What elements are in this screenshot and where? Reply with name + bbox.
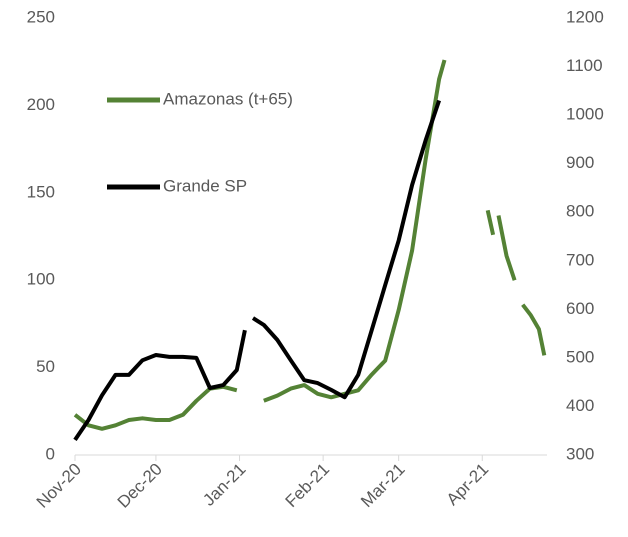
y2-tick-label: 800 (566, 202, 594, 221)
x-tick-label: Mar-21 (357, 460, 409, 512)
y-tick-label: 250 (27, 7, 55, 26)
y2-tick-label: 400 (566, 396, 594, 415)
y2-tick-label: 500 (566, 347, 594, 366)
series-line (73, 59, 547, 431)
y2-tick-label: 1200 (566, 7, 604, 26)
y2-tick-label: 700 (566, 250, 594, 269)
x-tick-label: Feb-21 (282, 460, 334, 512)
y-tick-label: 150 (27, 182, 55, 201)
x-tick-label: Apr-21 (443, 460, 493, 510)
legend-label: Amazonas (t+65) (163, 89, 293, 108)
y-tick-label: 0 (46, 444, 55, 463)
y2-tick-label: 1000 (566, 105, 604, 124)
legend-label: Grande SP (163, 176, 247, 195)
y2-tick-label: 900 (566, 153, 594, 172)
y2-tick-label: 1100 (566, 56, 603, 75)
x-tick-label: Nov-20 (33, 460, 85, 512)
x-tick-label: Dec-20 (114, 460, 166, 512)
x-tick-label: Jan-21 (199, 460, 249, 510)
y-tick-label: 100 (27, 270, 55, 289)
y2-tick-label: 300 (566, 444, 594, 463)
y-tick-label: 200 (27, 95, 55, 114)
y2-tick-label: 600 (566, 299, 594, 318)
y-tick-label: 50 (36, 357, 55, 376)
